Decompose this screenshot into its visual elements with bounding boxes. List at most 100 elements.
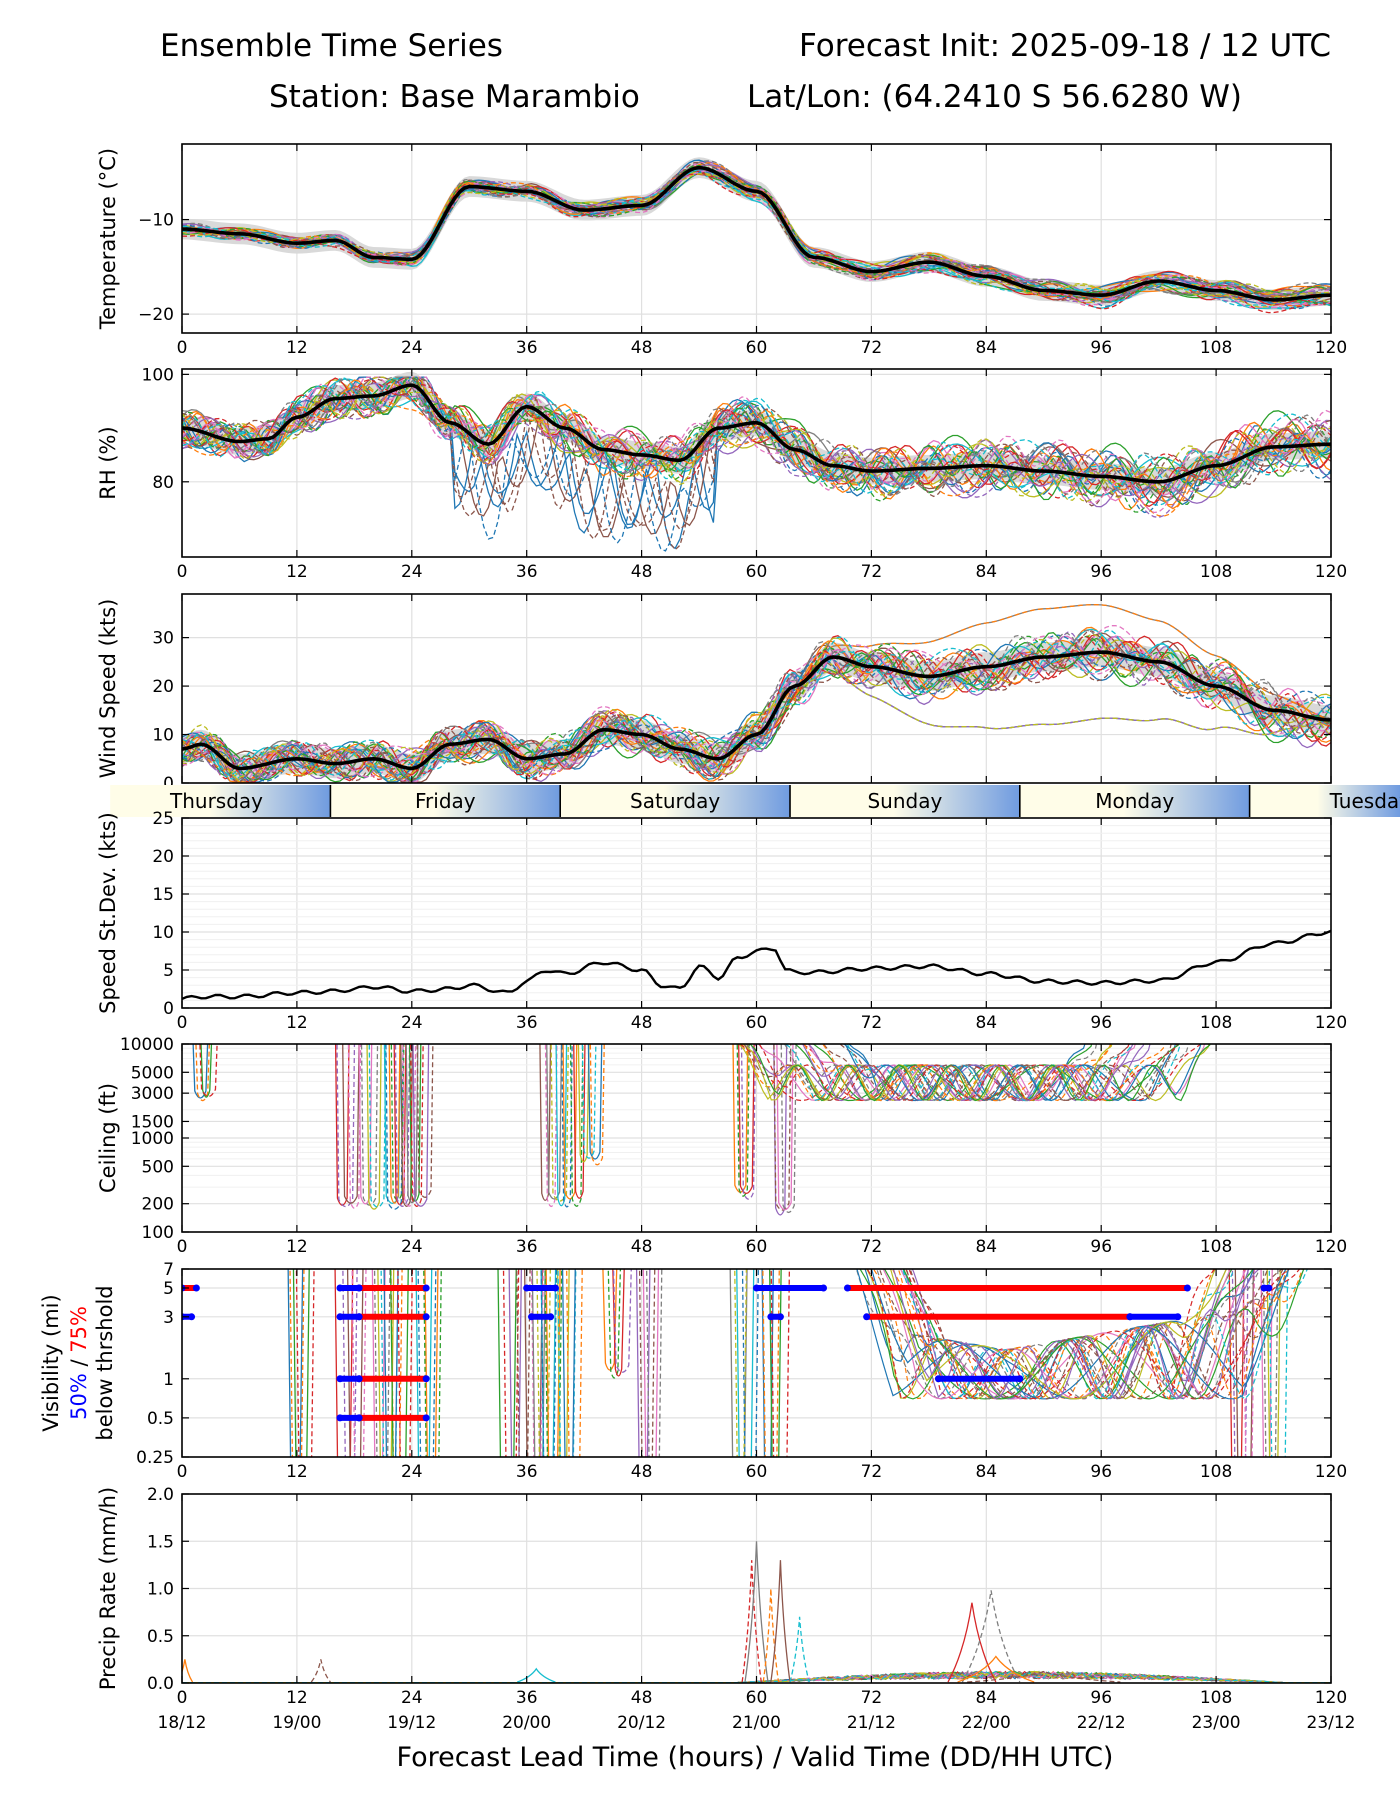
- day-segment: [1249, 785, 1400, 817]
- y-tick-label: 15: [152, 885, 174, 905]
- ensemble-member-line: [182, 379, 1331, 514]
- x-tick-label: 96: [1090, 338, 1112, 358]
- x-tick-label: 24: [401, 1237, 423, 1257]
- ensemble-mean-line: [182, 165, 1331, 302]
- x-tick-label: 60: [746, 338, 768, 358]
- ensemble-member-line: [182, 377, 1331, 500]
- x-tick-label: 24: [401, 1013, 423, 1033]
- ensemble-member-line: [182, 652, 1331, 783]
- visibility-member-line: [612, 1269, 625, 1377]
- y-tick-label: 20: [152, 677, 174, 697]
- ceiling-member-line: [546, 1044, 563, 1200]
- x-tick-label: 96: [1090, 1462, 1112, 1482]
- x-tick-label: 12: [286, 1013, 308, 1033]
- x-tick-label: 84: [975, 562, 997, 582]
- x-tick-label: 48: [631, 562, 653, 582]
- threshold-bar-endpoint: [843, 1284, 851, 1292]
- x-tick-label: 12: [286, 1688, 308, 1708]
- ensemble-member-line: [182, 640, 1331, 781]
- precip-spike: [967, 1670, 1121, 1683]
- x-tick-label: 96: [1090, 1013, 1112, 1033]
- valid-time-label: 23/00: [1192, 1713, 1241, 1733]
- ceiling-member-line: [807, 1044, 1136, 1102]
- y-axis-label: Precip Rate (mm/h): [96, 1487, 120, 1690]
- ceiling-member-line: [342, 1044, 360, 1204]
- x-tick-label: 108: [1200, 1237, 1232, 1257]
- ensemble-mean-line: [182, 383, 1331, 484]
- x-tick-label: 84: [975, 1462, 997, 1482]
- y-tick-label: 25: [152, 809, 174, 829]
- ceiling-member-line: [573, 1044, 586, 1199]
- visibility-member-line: [891, 1269, 1215, 1400]
- threshold-bar-endpoint: [934, 1375, 942, 1383]
- ceiling-member-line: [400, 1044, 414, 1207]
- plot-area: [182, 371, 1331, 552]
- threshold-bar-endpoint: [1260, 1284, 1268, 1292]
- ensemble-member-line: [182, 635, 1331, 781]
- ceiling-member-line: [347, 1044, 362, 1209]
- valid-time-labels: 18/12 19/00 19/12 20/00 20/12 21/00 21/12 22/00…: [158, 1713, 1356, 1733]
- x-tick-label: 24: [401, 1462, 423, 1482]
- threshold-bar-endpoint: [336, 1414, 344, 1422]
- valid-time-label: 23/12: [1307, 1713, 1356, 1733]
- wind-speed-panel: 012243648607284961081200102030Wind Speed…: [96, 593, 1347, 808]
- valid-time-label: 19/00: [272, 1713, 321, 1733]
- x-tick-label: 36: [516, 338, 538, 358]
- valid-time-label: 21/00: [732, 1713, 781, 1733]
- x-tick-label: 120: [1315, 338, 1347, 358]
- x-tick-label: 72: [861, 1237, 883, 1257]
- threshold-bar-endpoint: [1174, 1313, 1182, 1321]
- visibility-member-line: [295, 1269, 315, 1457]
- spread-band: [182, 637, 1331, 783]
- y-tick-label: 7: [163, 1260, 174, 1280]
- ceiling-member-line: [366, 1044, 382, 1210]
- ceiling-member-line: [780, 1044, 797, 1214]
- ceiling-member-line: [741, 1044, 1112, 1102]
- day-segment: [790, 785, 1020, 817]
- threshold-bar-endpoint: [336, 1375, 344, 1383]
- precip-spike: [310, 1659, 331, 1683]
- precip-spike: [744, 1541, 769, 1683]
- visibility-member-line: [642, 1269, 660, 1457]
- precip-spike: [741, 1560, 762, 1683]
- ensemble-member-line: [182, 168, 1331, 307]
- pct-75-label: 75%: [67, 1306, 91, 1353]
- visibility-member-line: [497, 1269, 517, 1457]
- ensemble-member-line: [182, 604, 1331, 777]
- x-tick-label: 84: [975, 1237, 997, 1257]
- visibility-member-line: [602, 1269, 618, 1371]
- ensemble-member-line: [182, 161, 1331, 306]
- x-tick-label: 96: [1090, 1688, 1112, 1708]
- x-tick-label: 0: [177, 562, 188, 582]
- ceiling-member-line: [802, 1044, 1178, 1102]
- grid-lines: [181, 1268, 1332, 1458]
- visibility-member-line: [864, 1269, 1255, 1400]
- x-tick-label: 84: [975, 1688, 997, 1708]
- x-tick-label: 72: [861, 1688, 883, 1708]
- threshold-bar-endpoint: [1126, 1313, 1134, 1321]
- day-segment: [330, 785, 561, 817]
- y-axis-label-line2: below thrshold: [93, 1285, 117, 1440]
- threshold-bar-endpoint: [820, 1284, 828, 1292]
- x-tick-label: 84: [975, 1013, 997, 1033]
- ensemble-member-line: [182, 642, 1331, 783]
- day-label: Friday: [415, 789, 476, 813]
- ensemble-member-line: [182, 376, 1331, 496]
- x-tick-label: 36: [516, 562, 538, 582]
- x-tick-label: 96: [1090, 562, 1112, 582]
- y-tick-label: 3000: [131, 1084, 174, 1104]
- grid-lines: [181, 1493, 1332, 1684]
- ensemble-member-line: [182, 634, 1331, 782]
- ensemble-member-line: [182, 629, 1331, 781]
- y-axis-label: Speed St.Dev. (kts): [96, 812, 120, 1014]
- threshold-bar-endpoint: [422, 1284, 430, 1292]
- visibility-member-line: [909, 1269, 1284, 1400]
- x-tick-label: 48: [631, 338, 653, 358]
- ceiling-member-line: [412, 1044, 430, 1207]
- x-tick-label: 120: [1315, 1688, 1347, 1708]
- x-tick-label: 12: [286, 562, 308, 582]
- ceiling-member-line: [846, 1044, 1132, 1102]
- day-segment: [110, 785, 331, 817]
